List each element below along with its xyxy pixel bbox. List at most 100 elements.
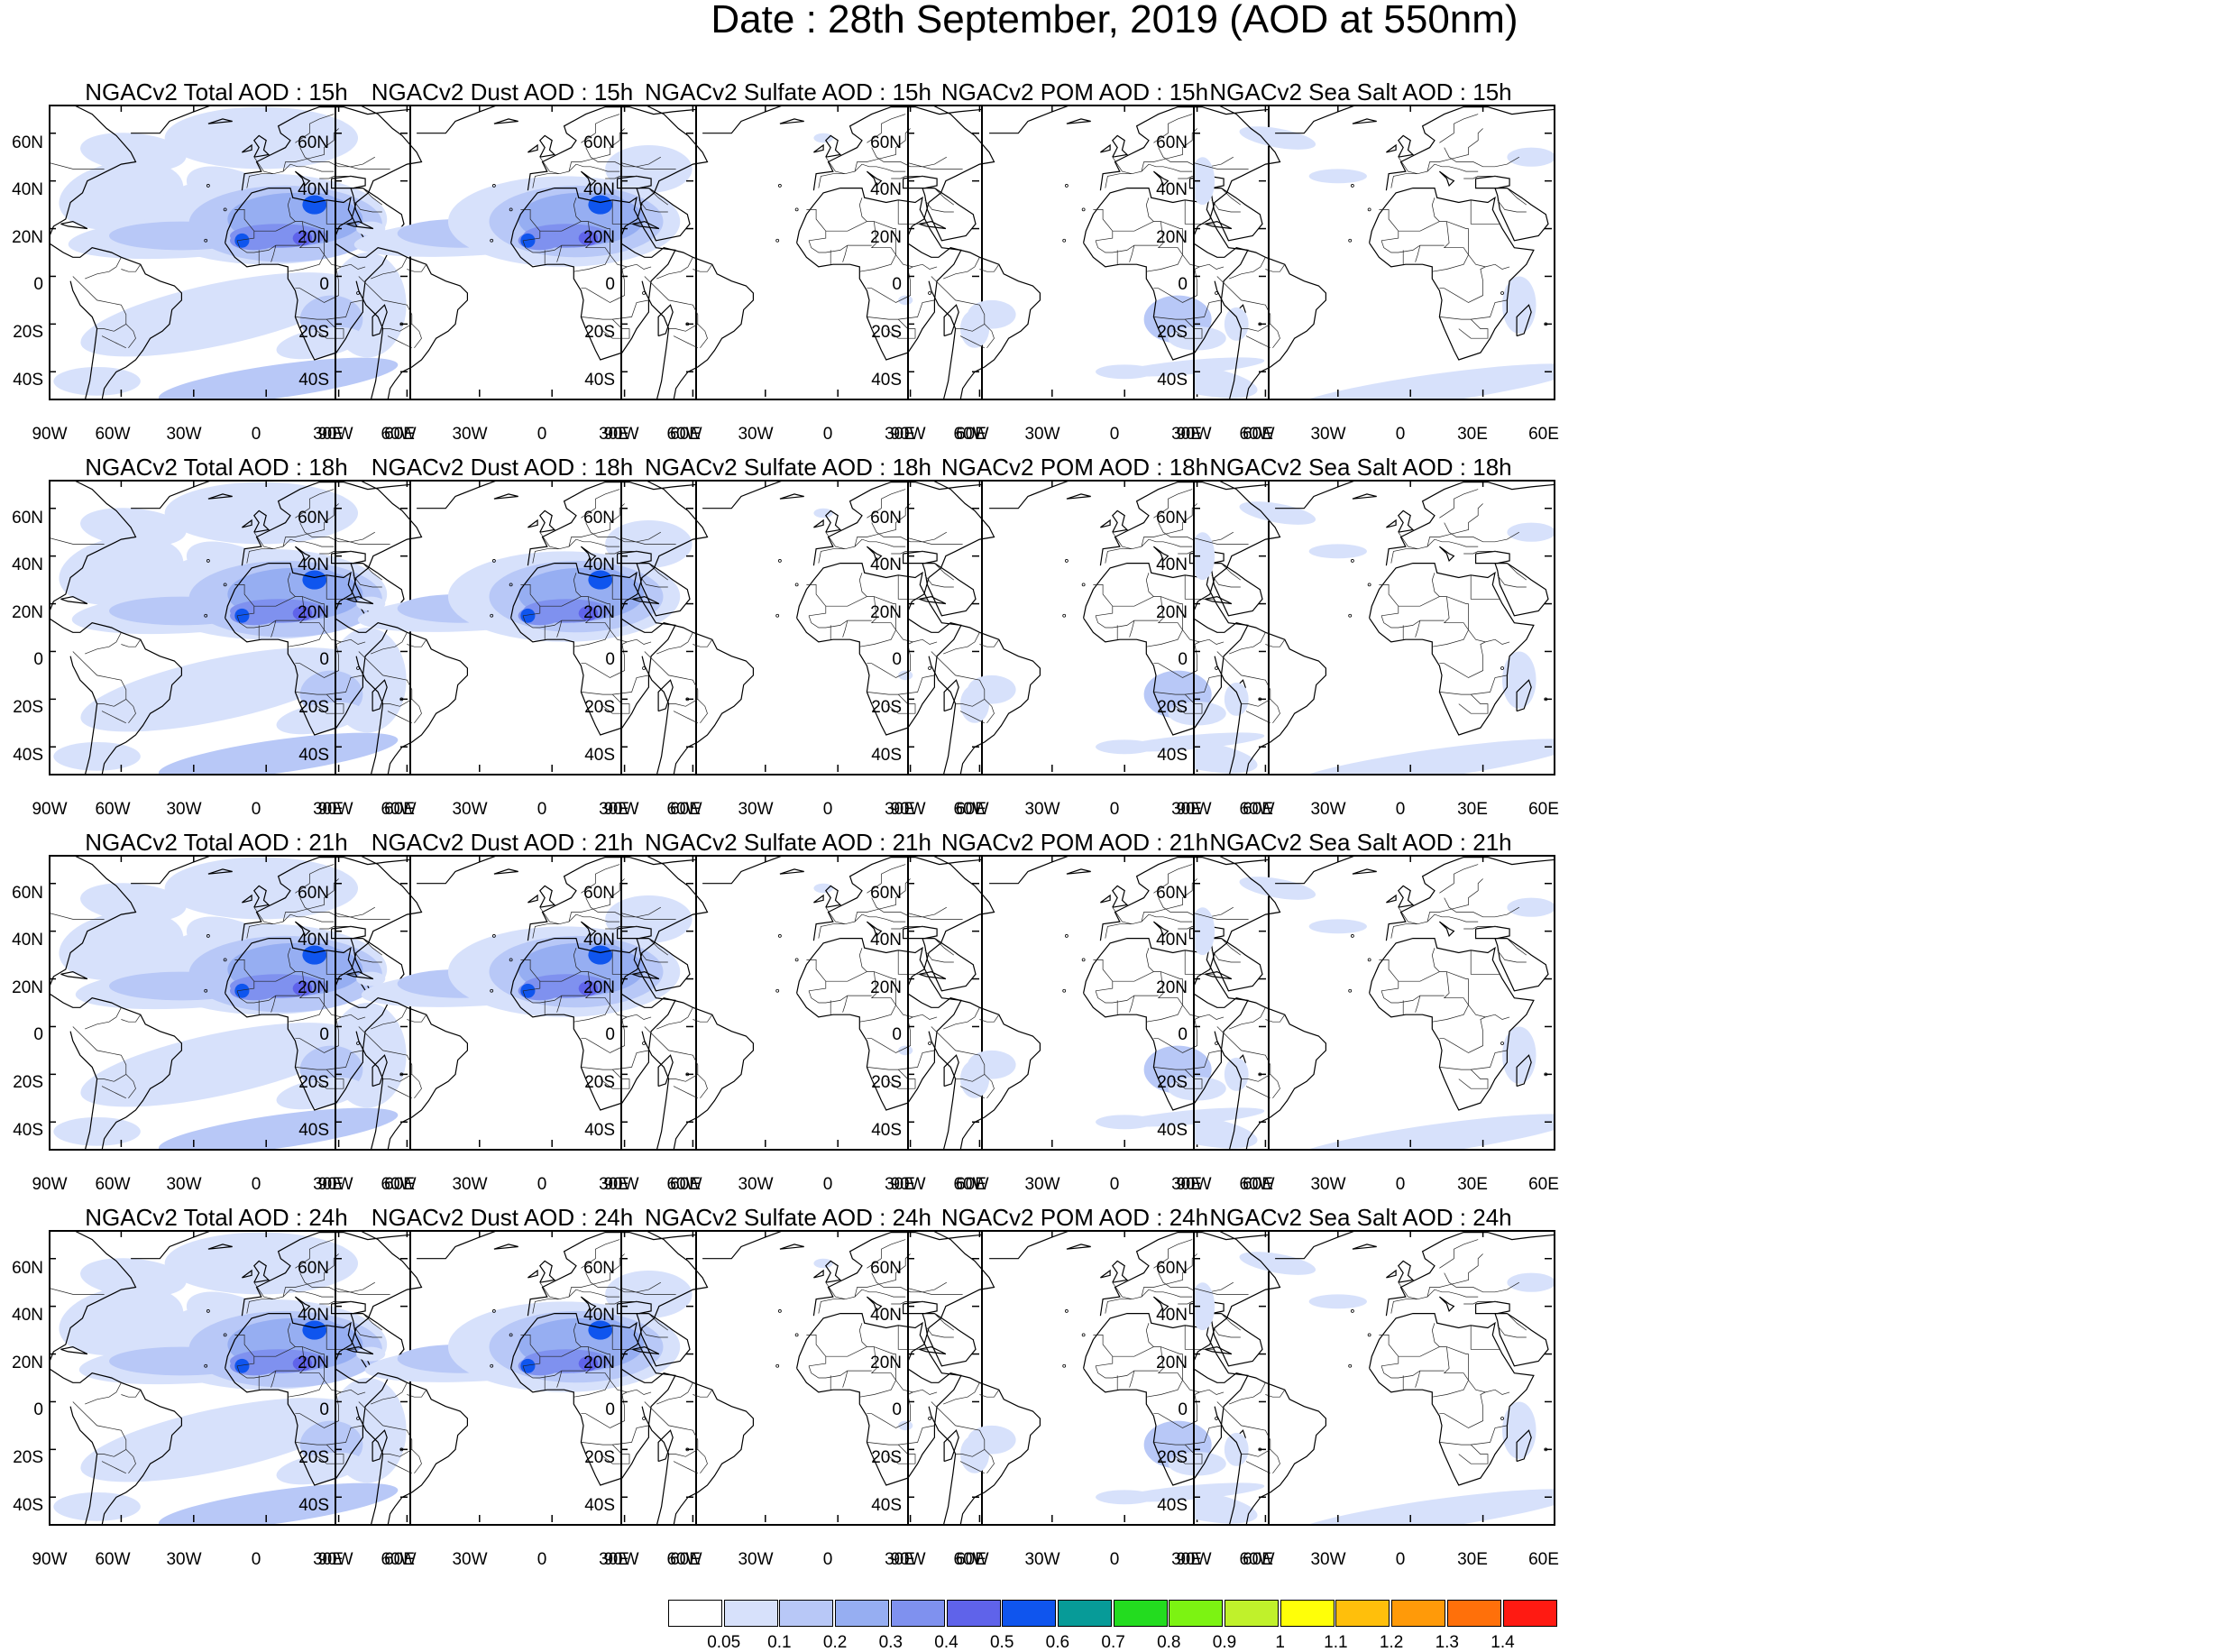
lat-label: 60N [1156, 509, 1188, 528]
panel-title: NGACv2 Total AOD : 18h [85, 454, 348, 481]
country-border [806, 209, 827, 242]
country-border [1216, 651, 1280, 724]
coastline [510, 1312, 676, 1486]
lat-label: 0 [1178, 650, 1188, 669]
panel-title: NGACv2 Dust AOD : 21h [371, 829, 634, 856]
country-border [979, 1014, 1000, 1023]
country-border [825, 503, 911, 550]
colorbar-swatch [723, 1600, 778, 1627]
coastline [1208, 562, 1263, 617]
aod-map [620, 480, 983, 776]
country-border [1245, 1086, 1270, 1099]
country-border [1379, 1335, 1399, 1367]
lon-label: 60E [384, 1550, 415, 1569]
lat-label: 40S [584, 1496, 615, 1515]
aod-contour-region [1507, 147, 1555, 167]
country-border [825, 596, 896, 607]
country-border [585, 147, 661, 168]
coastline [225, 937, 390, 1111]
lon-label: 60W [666, 1175, 702, 1194]
coastline [1369, 937, 1535, 1111]
country-border [1146, 228, 1183, 272]
country-border [253, 128, 339, 175]
lon-label: 30W [1310, 1550, 1346, 1569]
coastline [527, 894, 538, 904]
coastline [335, 992, 468, 1151]
country-border [1426, 163, 1479, 172]
island-outline [509, 958, 513, 962]
aod-contour-region [588, 195, 613, 215]
lat-label: 0 [605, 275, 615, 294]
lat-label: 20S [584, 323, 615, 342]
country-border [520, 959, 541, 992]
lat-label: 60N [870, 1259, 902, 1278]
lat-label: 20S [584, 1448, 615, 1467]
coastline [1152, 170, 1170, 188]
coastline [242, 894, 252, 904]
colorbar-label: 0.5 [989, 1633, 1014, 1652]
coastline [49, 1230, 137, 1364]
aod-map [49, 480, 411, 776]
country-border [382, 324, 412, 332]
lat-label: 60N [583, 884, 615, 903]
country-border [818, 548, 846, 564]
lat-label: 20S [13, 698, 43, 717]
country-border [934, 188, 955, 206]
country-border [287, 573, 296, 597]
country-border [885, 1444, 916, 1464]
country-border [870, 971, 938, 1020]
lat-label: 40N [1156, 555, 1188, 574]
country-border [358, 1401, 422, 1474]
coastline [866, 546, 883, 563]
country-border [568, 1289, 620, 1298]
colorbar-swatch [1446, 1600, 1501, 1627]
coastline [1205, 220, 1233, 230]
country-border [656, 1382, 693, 1405]
aod-contour-region [1290, 1114, 1555, 1151]
colorbar-swatch [1502, 1600, 1557, 1627]
island-outline [206, 1309, 210, 1313]
map-frame [335, 855, 697, 1151]
country-border [638, 199, 668, 213]
aod-contour-region [302, 570, 327, 590]
island-outline [509, 1333, 513, 1337]
country-border [1432, 1354, 1469, 1398]
aod-contour-region [1224, 682, 1249, 716]
map-frame [335, 1230, 697, 1526]
lon-label: 60E [670, 800, 701, 819]
lon-label: 30W [1310, 1175, 1346, 1194]
country-border [1095, 1365, 1159, 1379]
coastline [632, 1345, 660, 1355]
island-outline [1350, 934, 1354, 938]
country-border [1105, 923, 1133, 939]
coastline [779, 1244, 804, 1250]
aod-contour-region [1239, 126, 1316, 150]
country-border [1398, 1346, 1469, 1357]
country-border [1443, 1346, 1510, 1395]
country-border [573, 1354, 610, 1398]
country-border [246, 923, 274, 939]
country-border [271, 1371, 277, 1388]
country-border [1146, 978, 1183, 1023]
country-border [806, 1335, 827, 1367]
coastline [657, 679, 674, 712]
country-border [1112, 1253, 1197, 1300]
country-border [539, 878, 625, 925]
aod-contour-region [813, 1258, 833, 1269]
coastline [335, 242, 468, 400]
country-border [871, 1272, 947, 1293]
aod-contour-region [1239, 1252, 1316, 1275]
coastline [1352, 1244, 1377, 1250]
country-border [1157, 221, 1225, 270]
lon-label: 60E [956, 1175, 986, 1194]
country-border [85, 1382, 122, 1405]
lon-label: 60W [95, 1550, 131, 1569]
coastline [493, 868, 518, 875]
country-border [407, 264, 427, 272]
lat-label: 20S [871, 1073, 902, 1092]
lat-label: 40N [12, 931, 43, 950]
map-panel-total-1: NGACv2 Total AOD : 15h 60N 40N 20N 0 20S 40S 90… [0, 79, 433, 454]
lon-label: 90W [32, 800, 68, 819]
island-outline [1500, 291, 1504, 295]
country-border [1381, 615, 1445, 629]
